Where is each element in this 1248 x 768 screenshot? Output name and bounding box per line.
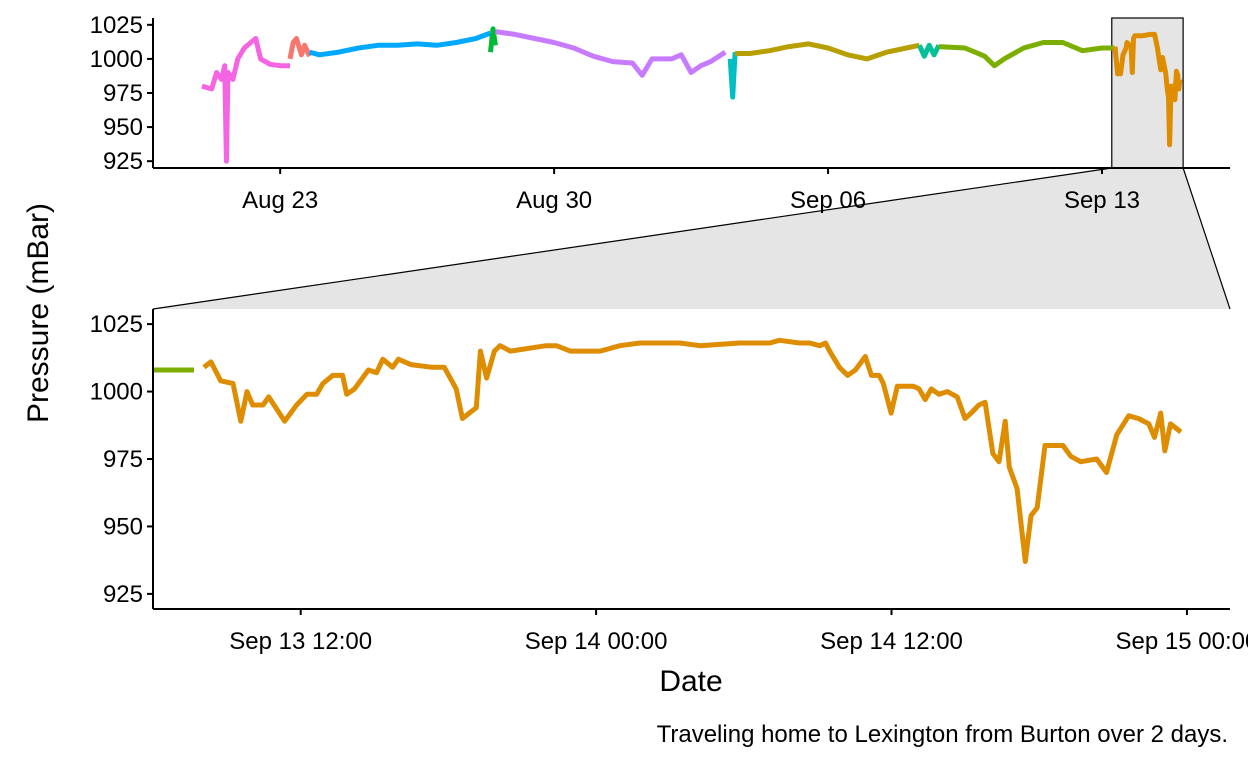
data-line [735, 41, 920, 62]
y-axis-title: Pressure (mBar) [22, 203, 55, 423]
y-tick-label: 1000 [90, 46, 143, 73]
x-tick-label: Sep 13 12:00 [229, 628, 372, 655]
x-axis-title: Date [659, 665, 722, 698]
data-line [488, 26, 498, 53]
zoom-connector [153, 168, 1230, 309]
data-line [938, 40, 1115, 69]
y-tick-label: 950 [103, 513, 143, 540]
zoom-connector-edge [152, 167, 1112, 310]
y-tick-label: 1000 [90, 379, 143, 406]
data-line [495, 29, 727, 78]
data-line [1112, 31, 1183, 148]
y-tick-label: 1025 [90, 12, 143, 39]
data-line [917, 42, 942, 59]
y-tick-label: 925 [103, 581, 143, 608]
data-line [202, 337, 1183, 564]
zoom-connector-edge [1182, 167, 1231, 310]
x-tick-label: Sep 14 12:00 [820, 628, 963, 655]
x-tick-label: Sep 06 [790, 187, 866, 214]
x-tick-label: Sep 15 00:00 [1116, 628, 1248, 655]
x-tick-label: Aug 30 [516, 187, 592, 214]
x-tick-label: Sep 13 [1064, 187, 1140, 214]
data-line [727, 51, 738, 100]
y-tick-label: 1025 [90, 311, 143, 338]
y-tick-label: 975 [103, 80, 143, 107]
x-tick-label: Aug 23 [242, 187, 318, 214]
data-line [308, 30, 492, 58]
x-tick-label: Sep 14 00:00 [525, 628, 668, 655]
y-tick-label: 975 [103, 446, 143, 473]
data-line [287, 36, 312, 60]
y-tick-label: 925 [103, 148, 143, 175]
data-line [201, 36, 290, 164]
caption: Traveling home to Lexington from Burton … [657, 721, 1228, 748]
y-tick-label: 950 [103, 114, 143, 141]
